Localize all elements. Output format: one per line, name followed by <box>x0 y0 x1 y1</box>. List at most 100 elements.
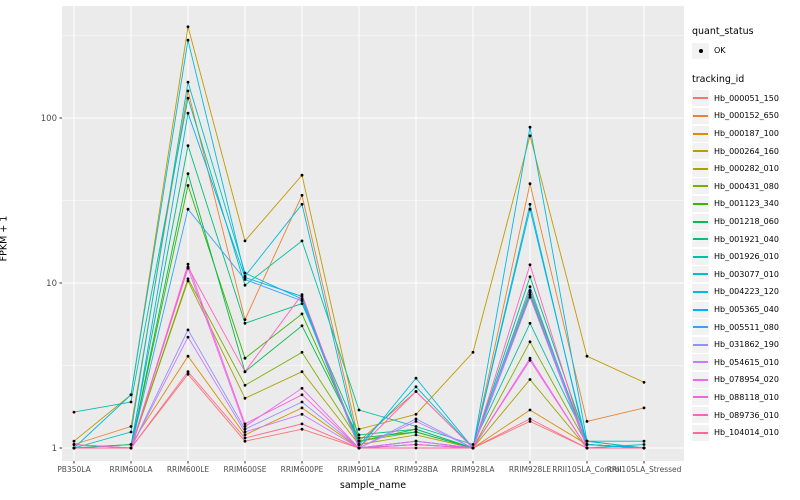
data-point <box>129 425 133 428</box>
data-point <box>72 443 76 446</box>
data-point <box>72 446 76 450</box>
legend-item: Hb_005511_080 <box>692 318 798 336</box>
legend-item: Hb_078954_020 <box>692 371 798 389</box>
data-point <box>129 393 133 397</box>
data-point <box>300 193 304 197</box>
legend-item-ok: OK <box>692 42 798 60</box>
data-point <box>471 350 475 354</box>
data-point <box>186 144 190 148</box>
legend-item: Hb_000187_100 <box>692 125 798 143</box>
data-point <box>129 443 133 446</box>
data-point <box>528 293 532 296</box>
data-point <box>357 446 361 450</box>
data-point <box>186 89 190 93</box>
x-tick-label: RRIM600PE <box>281 465 324 474</box>
data-point <box>129 400 133 404</box>
data-point <box>300 293 304 296</box>
data-point <box>300 239 304 243</box>
legend-item-label: Hb_003077_010 <box>714 269 779 279</box>
series-color-key-icon <box>692 248 709 265</box>
data-point <box>300 386 304 390</box>
legend-item: Hb_031862_190 <box>692 336 798 354</box>
legend-item: Hb_001218_060 <box>692 213 798 231</box>
data-point <box>528 378 532 381</box>
data-point <box>585 443 589 446</box>
data-point <box>243 370 247 374</box>
ok-point-icon <box>692 42 709 59</box>
data-point <box>186 111 190 115</box>
data-point <box>186 38 190 42</box>
data-point <box>414 390 418 393</box>
data-point <box>300 393 304 397</box>
data-point <box>243 356 247 360</box>
data-point <box>186 354 190 358</box>
data-point <box>243 430 247 434</box>
legend-tracking-id-title: tracking_id <box>692 73 745 85</box>
x-tick-label: RRIM901LA <box>338 465 382 474</box>
legend-item-label: Hb_001218_060 <box>714 217 779 227</box>
legend-item-label: Hb_078954_020 <box>714 375 779 385</box>
legend-item: Hb_001921_040 <box>692 230 798 248</box>
series-color-key-icon <box>692 389 709 406</box>
data-point <box>186 25 190 29</box>
data-point <box>186 172 190 176</box>
data-point <box>300 427 304 431</box>
data-point <box>129 430 133 434</box>
legend-item: Hb_000152_650 <box>692 107 798 125</box>
data-point <box>243 276 247 279</box>
data-point <box>243 321 247 325</box>
data-point <box>528 285 532 289</box>
data-point <box>72 439 76 443</box>
series-color-key-icon <box>692 90 709 107</box>
x-tick-label: RRIM928BA <box>394 465 439 474</box>
x-tick-label: PB350LA <box>57 465 91 474</box>
data-point <box>186 370 190 374</box>
legend-item: Hb_003077_010 <box>692 266 798 284</box>
legend: quant_status OK tracking_id Hb_000051_15… <box>692 26 798 441</box>
legend-item-label: Hb_000051_150 <box>714 93 779 103</box>
data-point <box>642 380 646 384</box>
data-point <box>528 340 532 344</box>
data-point <box>186 184 190 187</box>
data-point <box>642 446 646 450</box>
data-point <box>186 335 190 339</box>
legend-item-label: Hb_001921_040 <box>714 234 779 244</box>
data-point <box>300 173 304 177</box>
series-color-key-icon <box>692 407 709 424</box>
legend-item-label: Hb_005511_080 <box>714 322 779 332</box>
data-point <box>414 417 418 421</box>
legend-item-label: Hb_004223_120 <box>714 287 779 297</box>
data-point <box>243 422 247 426</box>
data-point <box>585 446 589 450</box>
legend-item-label: Hb_054615_010 <box>714 357 779 367</box>
legend-item: Hb_089736_010 <box>692 406 798 424</box>
data-point <box>186 279 190 283</box>
data-point <box>186 328 190 332</box>
data-point <box>585 420 589 423</box>
data-point <box>357 408 361 412</box>
y-tick-label: 1 <box>52 444 57 454</box>
data-point <box>300 370 304 374</box>
legend-item-label: Hb_000187_100 <box>714 129 779 139</box>
data-point <box>528 408 532 412</box>
x-tick-label: RRII105LA_Stressed <box>607 465 682 474</box>
data-point <box>186 262 190 266</box>
legend-item: Hb_054615_010 <box>692 354 798 372</box>
data-point <box>243 436 247 440</box>
x-tick-label: RRIM600SE <box>224 465 267 474</box>
data-point <box>585 354 589 358</box>
data-point <box>186 96 190 100</box>
series-color-key-icon <box>692 266 709 283</box>
legend-item-label: OK <box>714 46 726 56</box>
x-tick-label: RRIM928LA <box>452 465 496 474</box>
data-point <box>300 299 304 303</box>
data-point <box>243 439 247 443</box>
data-point <box>642 406 646 410</box>
data-point <box>357 439 361 443</box>
legend-item-label: Hb_088118_010 <box>714 392 779 402</box>
data-point <box>186 207 190 211</box>
panel-background <box>62 6 684 461</box>
data-point <box>414 443 418 446</box>
data-point <box>357 433 361 437</box>
data-point <box>243 283 247 287</box>
